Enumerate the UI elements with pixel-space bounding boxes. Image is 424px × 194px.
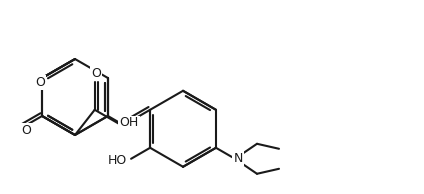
Text: O: O [21,124,31,137]
Text: N: N [233,152,243,165]
Text: O: O [35,75,45,88]
Text: HO: HO [108,154,127,167]
Text: OH: OH [119,117,139,130]
Text: O: O [91,67,100,80]
